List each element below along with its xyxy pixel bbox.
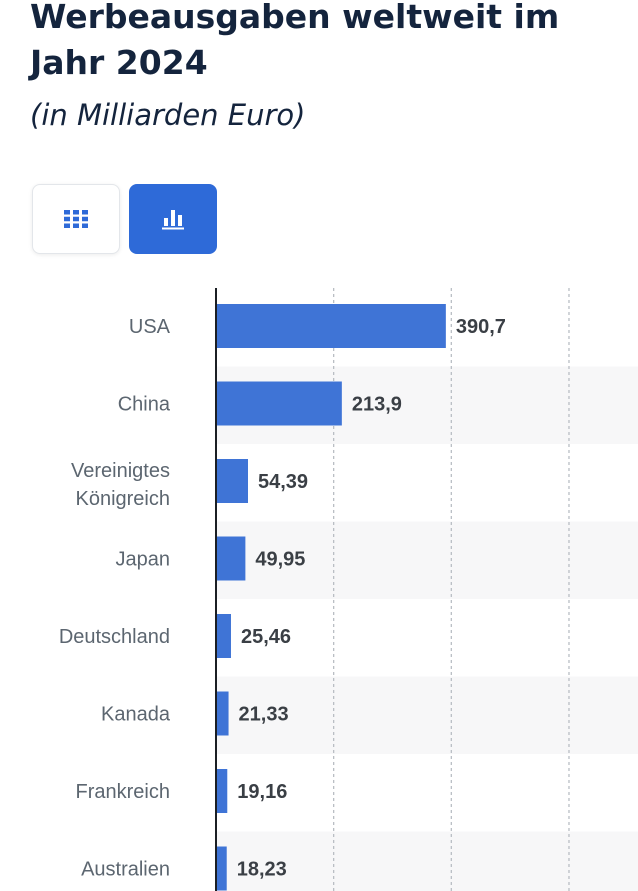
category-label: Königreich [75,488,170,510]
value-label: 54,39 [258,471,308,493]
grid-icon [64,210,88,228]
bar-7 [216,846,227,891]
bar-chart-icon [162,210,184,230]
value-label: 25,46 [241,626,291,648]
category-label: Frankreich [76,781,170,803]
chart-view-button[interactable] [129,184,217,254]
row-stripe [216,831,638,891]
row-stripe [216,521,638,599]
row-stripe [216,676,638,754]
bar-chart: 390,7 USA 213,9 China 54,39 Vereinigtes Königr… [59,288,638,891]
value-label: 213,9 [352,394,402,416]
category-label: Deutschland [59,626,170,648]
chart-title: Werbeausgaben weltweit im Jahr 2024 [30,0,560,82]
bar-1 [216,381,342,426]
category-label: China [118,394,171,416]
value-label: 49,95 [255,549,305,571]
bar-6 [216,769,228,813]
bar-5 [216,691,229,736]
value-label: 390,7 [456,316,506,338]
category-label: USA [129,316,171,338]
value-label: 18,23 [237,859,287,881]
category-label: Kanada [101,704,171,726]
chart-subtitle: (in Milliarden Euro) [30,98,306,132]
category-label: Vereinigtes [71,460,170,482]
bar-3 [216,536,246,581]
value-label: 21,33 [239,704,289,726]
category-label: Japan [116,549,171,571]
bar-2 [216,459,248,503]
bar-0 [216,304,446,348]
table-view-button[interactable] [32,184,120,254]
value-label: 19,16 [237,781,287,803]
bar-4 [216,614,231,658]
category-label: Australien [81,859,170,881]
